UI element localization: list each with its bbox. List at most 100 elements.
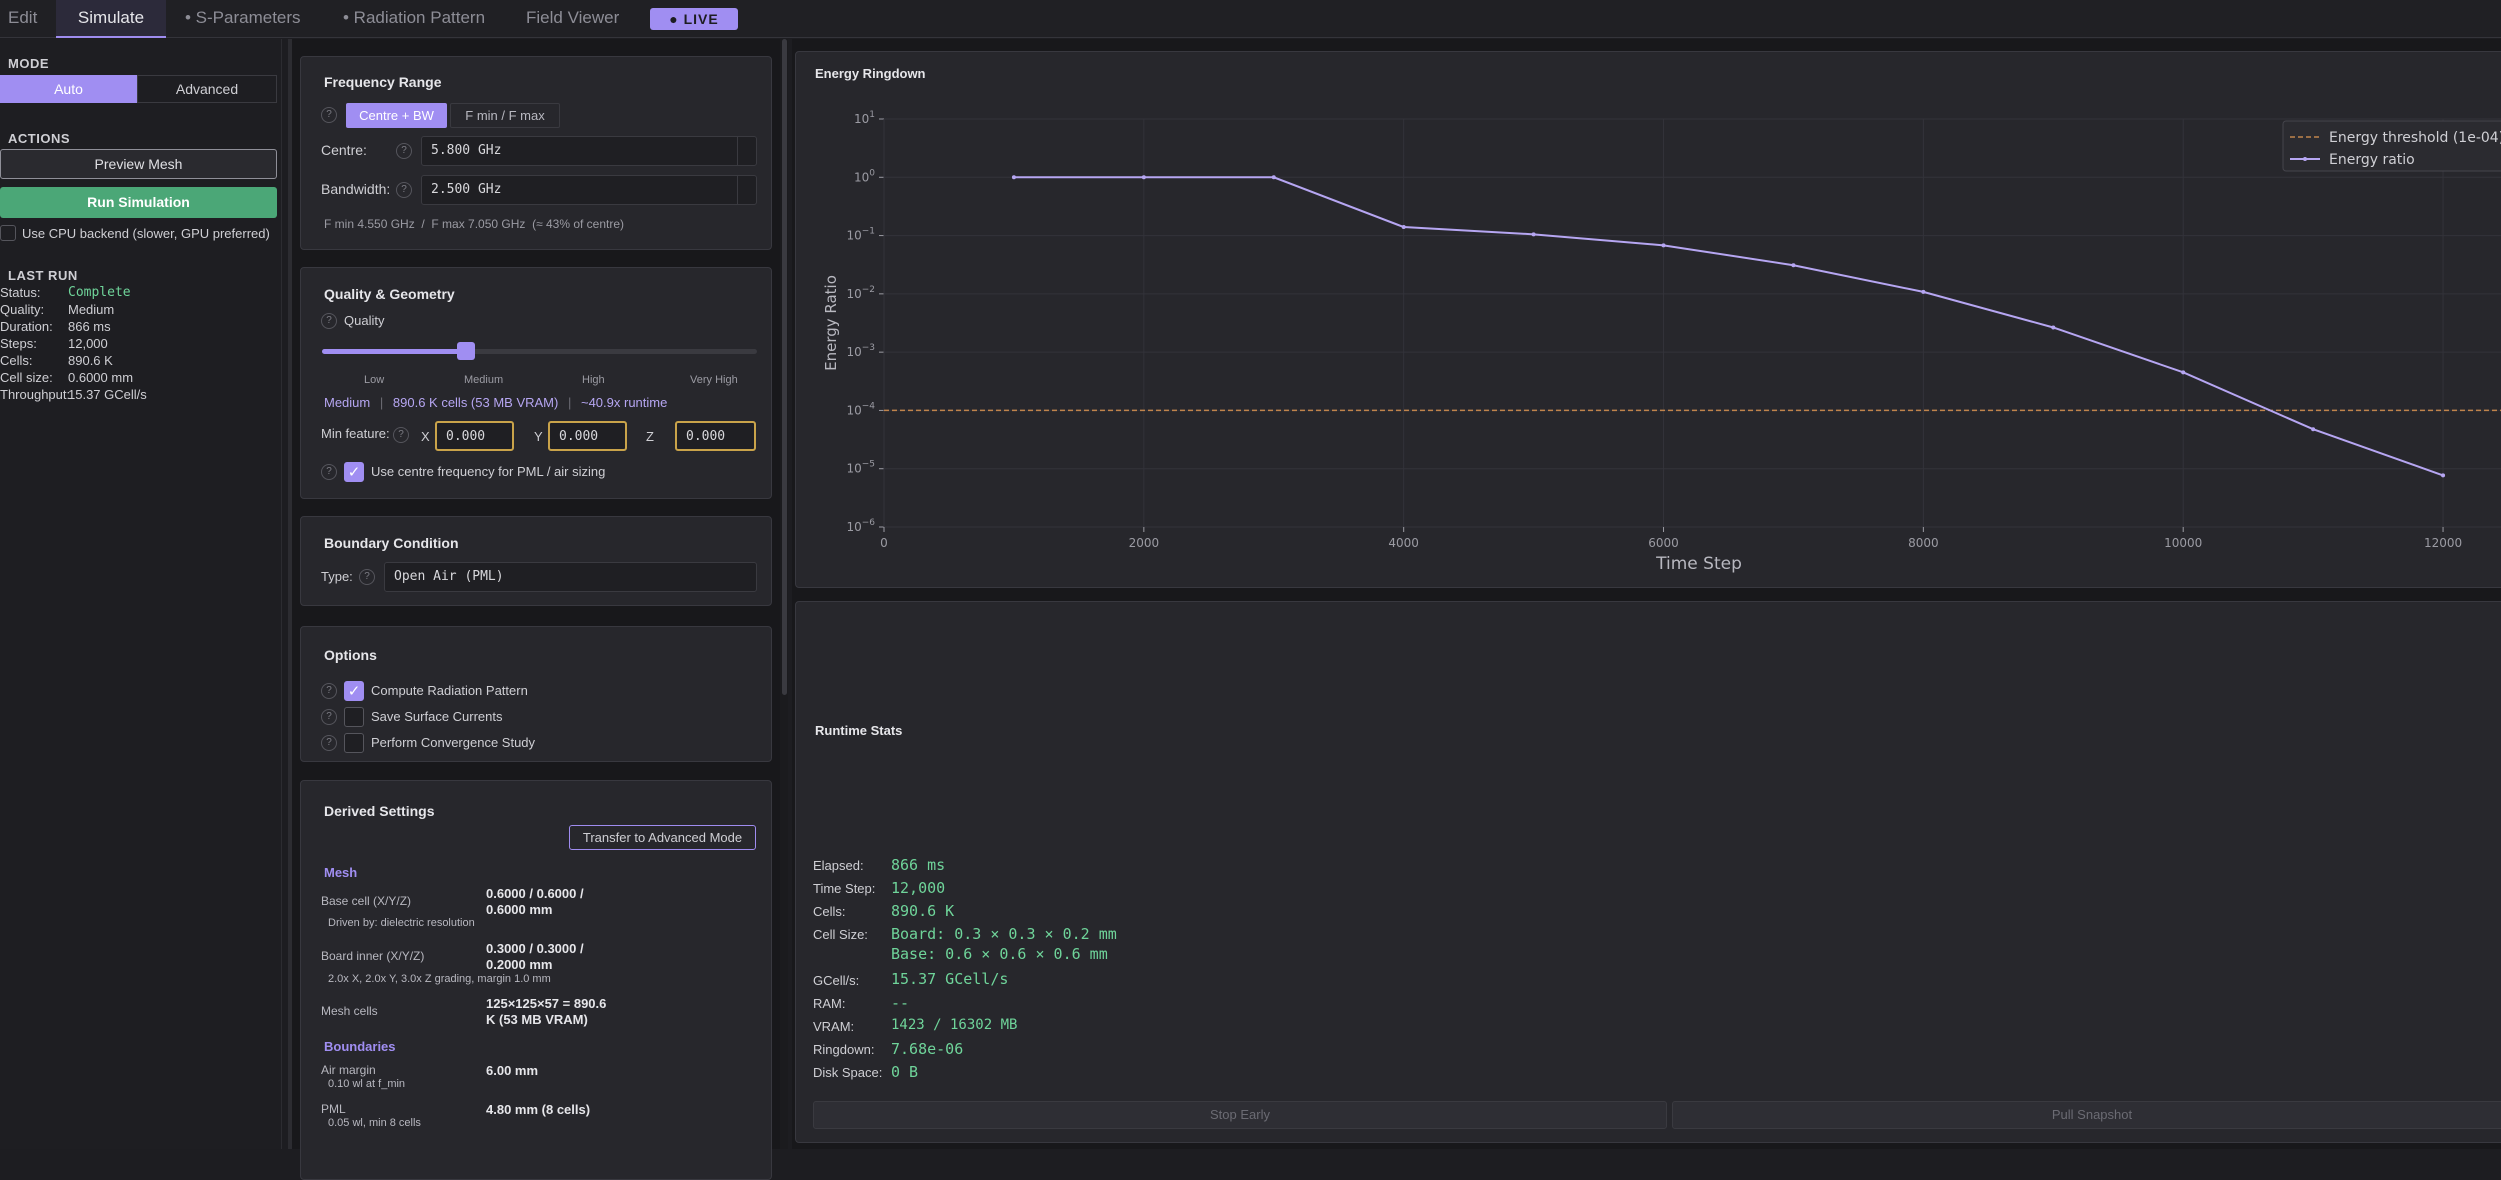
mesh-cells-label: Mesh cells (321, 1004, 378, 1018)
min-feature-y-input[interactable]: 0.000 (548, 421, 627, 451)
help-icon[interactable]: ? (359, 569, 375, 585)
last-run-key: Status: (0, 285, 41, 300)
options-card: Options ? ✓ Compute Radiation Pattern ? … (300, 626, 772, 762)
min-feature-label: Min feature: (321, 426, 390, 441)
stat-label-ringdown: Ringdown: (813, 1042, 875, 1057)
centre-unit-dropdown[interactable] (737, 137, 756, 165)
options-title: Options (324, 647, 377, 663)
stat-label-cells: Cells: (813, 904, 846, 919)
tab-radiation-pattern[interactable]: • Radiation Pattern (343, 8, 486, 27)
convergence-study-checkbox[interactable] (344, 733, 364, 753)
mesh-cells-value: K (53 MB VRAM) (486, 1012, 588, 1027)
save-surface-currents-checkbox[interactable] (344, 707, 364, 727)
last-run-value: 15.37 GCell/s (68, 387, 147, 402)
x-tick-label: 8000 (1908, 536, 1939, 550)
y-tick-exponent: −4 (862, 401, 876, 411)
pull-snapshot-button[interactable]: Pull Snapshot (1672, 1101, 2501, 1129)
x-tick-label: 10000 (2164, 536, 2202, 550)
chart-legend (2282, 120, 2501, 172)
min-feature-x-input[interactable]: 0.000 (435, 421, 514, 451)
cpu-backend-checkbox[interactable] (0, 225, 16, 241)
last-run-key: Throughput: (0, 387, 71, 402)
help-icon[interactable]: ? (321, 107, 337, 123)
last-run-value: 866 ms (68, 319, 111, 334)
settings-scrollbar-thumb[interactable] (782, 39, 787, 695)
x-axis-label: Time Step (1655, 554, 1742, 574)
x-label: X (421, 429, 430, 444)
run-simulation-button[interactable]: Run Simulation (0, 187, 277, 218)
y-tick-label: 10−4 (846, 401, 875, 417)
quality-slider-track[interactable] (322, 342, 757, 360)
x-tick-label: 0 (880, 536, 888, 550)
compute-radiation-checkbox[interactable]: ✓ (344, 681, 364, 701)
help-icon[interactable]: ? (321, 464, 337, 480)
compute-radiation-label: Compute Radiation Pattern (371, 683, 528, 698)
tab-simulate[interactable]: Simulate (56, 0, 166, 38)
y-tick-exponent: −3 (862, 343, 875, 353)
transfer-advanced-button[interactable]: Transfer to Advanced Mode (569, 825, 756, 850)
stat-label-elapsed: Elapsed: (813, 858, 864, 873)
boundary-type-select[interactable]: Open Air (PML) (384, 562, 757, 592)
energy-ratio-point (2441, 473, 2446, 478)
energy-ratio-point (1661, 243, 1666, 248)
centre-input[interactable]: 5.800 GHz (421, 136, 757, 166)
energy-ratio-point (2051, 325, 2056, 330)
help-icon[interactable]: ? (321, 683, 337, 699)
last-run-list: Status: Complete Quality: Medium Duratio… (0, 285, 280, 455)
pml-note: 0.05 wl, min 8 cells (328, 1117, 421, 1129)
quality-level-low: Low (364, 374, 385, 386)
last-run-key: Quality: (0, 302, 45, 317)
quality-level-very-high: Very High (690, 374, 738, 386)
bandwidth-input[interactable]: 2.500 GHz (421, 175, 757, 205)
y-tick-exponent: −1 (862, 227, 875, 237)
boundary-condition-title: Boundary Condition (324, 535, 459, 551)
stat-value-cell-size-board: Board: 0.3 × 0.3 × 0.2 mm (891, 925, 1117, 943)
stat-label-time-step: Time Step: (813, 881, 876, 896)
boundaries-section-title: Boundaries (324, 1039, 396, 1054)
bandwidth-unit-dropdown[interactable] (737, 176, 756, 204)
stop-early-button[interactable]: Stop Early (813, 1101, 1667, 1129)
legend-energy-marker (2303, 157, 2307, 161)
help-icon[interactable]: ? (321, 735, 337, 751)
stat-value-vram: 1423 / 16302 MB (891, 1017, 1018, 1033)
x-tick-label: 4000 (1388, 536, 1419, 550)
separator: | (567, 395, 572, 410)
use-centre-label: Use centre frequency for PML / air sizin… (371, 464, 606, 479)
pml-value: 4.80 mm (8 cells) (486, 1102, 591, 1117)
tab-edit[interactable]: Edit (8, 8, 38, 27)
separator: | (379, 395, 384, 410)
energy-ratio-point (1921, 289, 1926, 294)
help-icon[interactable]: ? (396, 143, 412, 159)
last-run-value: 890.6 K (68, 353, 113, 368)
board-inner-value: 0.2000 mm (486, 957, 553, 972)
mode-auto-button[interactable]: Auto (0, 75, 137, 103)
mode-advanced-button[interactable]: Advanced (137, 75, 277, 103)
derived-settings-card: Derived Settings Transfer to Advanced Mo… (300, 780, 772, 1180)
y-tick-label: 10−3 (846, 343, 875, 359)
left-sidebar: MODE Auto Advanced ACTIONS Preview Mesh … (0, 39, 282, 1149)
preview-mesh-button[interactable]: Preview Mesh (0, 149, 277, 179)
help-icon[interactable]: ? (321, 709, 337, 725)
y-tick-label: 10−1 (846, 227, 875, 243)
use-centre-checkbox[interactable]: ✓ (344, 462, 364, 482)
quality-label: Quality (344, 313, 385, 328)
stat-label-ram: RAM: (813, 996, 846, 1011)
tab-s-parameters[interactable]: • S-Parameters (185, 8, 301, 27)
min-feature-z-input[interactable]: 0.000 (675, 421, 756, 451)
air-margin-value: 6.00 mm (486, 1063, 539, 1078)
stat-label-disk-space: Disk Space: (813, 1065, 883, 1080)
last-run-key: Cells: (0, 353, 33, 368)
help-icon[interactable]: ? (396, 182, 412, 198)
fmin-fmax-button[interactable]: F min / F max (450, 103, 560, 128)
settings-scrollbar[interactable] (780, 39, 788, 1149)
centre-bw-button[interactable]: Centre + BW (346, 103, 447, 128)
tab-field-viewer[interactable]: Field Viewer (526, 8, 620, 27)
stat-value-ringdown: 7.68e-06 (891, 1040, 964, 1058)
y-tick-exponent: 1 (869, 110, 875, 120)
help-icon[interactable]: ? (393, 427, 409, 443)
quality-slider-handle[interactable] (456, 342, 475, 360)
quality-info-cells: 890.6 K cells (53 MB VRAM) (392, 395, 559, 410)
left-splitter[interactable] (288, 39, 292, 1149)
mode-title: MODE (8, 56, 49, 71)
help-icon[interactable]: ? (321, 313, 337, 329)
